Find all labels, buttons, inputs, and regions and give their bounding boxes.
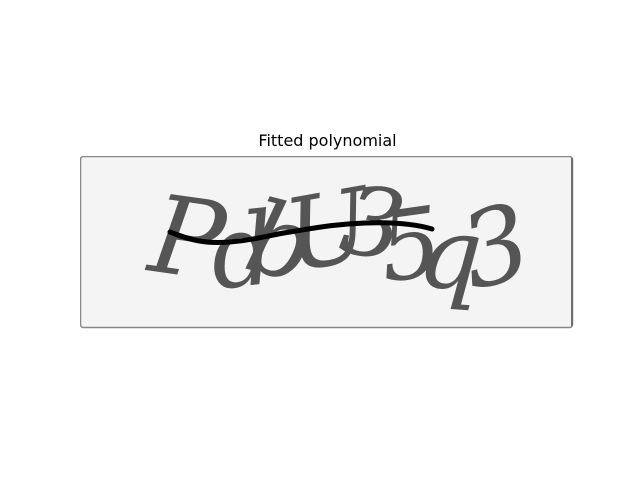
captcha-glyph: q: [414, 193, 486, 314]
captcha-image: P d b U 3 5 q 3: [80, 156, 574, 329]
fitted-polynomial-curve: [167, 220, 435, 245]
figure-title: Fitted polynomial: [258, 131, 397, 150]
captcha-glyph: d: [205, 190, 281, 313]
